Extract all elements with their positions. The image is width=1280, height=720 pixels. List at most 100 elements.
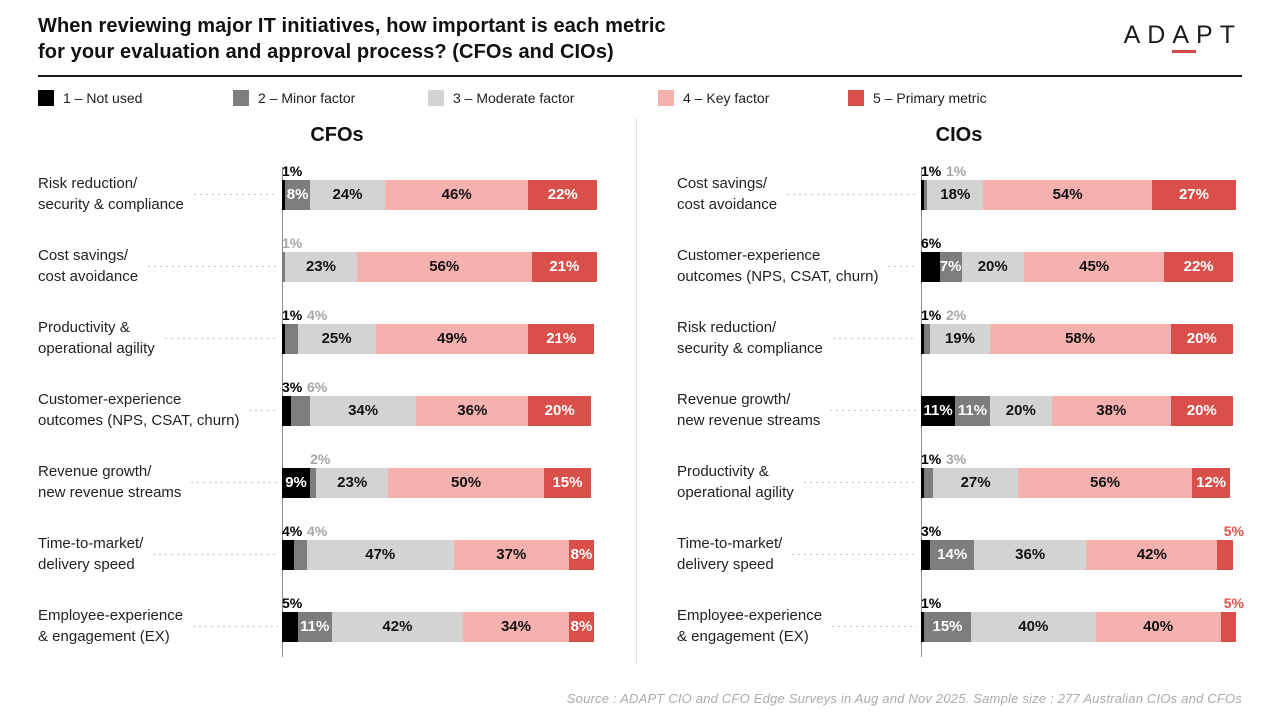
page-title-line2: for your evaluation and approval process… xyxy=(38,41,614,64)
segment-value-label: 1% xyxy=(921,594,942,611)
leader-line xyxy=(191,481,278,484)
category-label-line2: security & compliance xyxy=(38,195,184,213)
leader-line xyxy=(164,337,278,340)
category-label-line1: Productivity & xyxy=(677,463,769,481)
segment-value-label: 1% xyxy=(282,234,303,251)
bar-segment-moderate: 19% xyxy=(930,323,990,354)
bar-segment-not_used xyxy=(921,251,940,282)
category-label-line1: Customer-experience xyxy=(38,391,182,409)
segment-value-label: 1% xyxy=(946,162,967,179)
bar-segment-moderate: 36% xyxy=(974,539,1087,570)
bar-segment-minor: 15% xyxy=(924,611,971,642)
bar-segment-primary: 20% xyxy=(528,395,591,426)
segment-value-label: 6% xyxy=(921,234,942,251)
category-cell: Cost savings/cost avoidance xyxy=(677,174,921,215)
leader-line xyxy=(249,409,278,412)
category-label: Employee-experience & engagement (EX) xyxy=(677,606,822,647)
segment-value-label: 3% xyxy=(946,450,967,467)
legend-label-5: 5 – Primary metric xyxy=(873,89,987,106)
category-label-line1: Cost savings/ xyxy=(677,175,768,193)
category-label-line2: outcomes (NPS, CSAT, churn) xyxy=(677,267,879,285)
stacked-bar: 27% 56% 12% xyxy=(921,467,1230,498)
bar-segment-primary: 21% xyxy=(531,251,598,282)
category-label: Revenue growth/new revenue streams xyxy=(677,390,820,431)
stacked-bar: 9% 23% 50% 15% xyxy=(282,467,591,498)
category-label-line1: Time-to-market/ xyxy=(677,535,783,553)
bar-area: 1% 8% 24% 46% 22% xyxy=(282,159,602,231)
category-label: Productivity & operational agility xyxy=(677,462,794,503)
category-cell: Time-to-market/delivery speed xyxy=(677,534,921,575)
bar-segment-minor: 11% xyxy=(297,611,332,642)
leader-line xyxy=(832,337,917,340)
legend-swatch-4 xyxy=(658,89,674,106)
category-label: Customer-experience outcomes (NPS, CSAT, … xyxy=(677,246,878,287)
leader-line xyxy=(792,553,917,556)
bar-segment-minor xyxy=(294,539,307,570)
segment-value-label: 1% xyxy=(921,306,942,323)
leader-line xyxy=(193,625,278,628)
page-title-line1: When reviewing major IT initiatives, how… xyxy=(38,15,666,37)
bar-segment-primary: 8% xyxy=(569,611,594,642)
bar-area: 1% 5% 15% 40% 40% xyxy=(921,591,1244,663)
bar-area: 6% 7% 20% 45% 22% xyxy=(921,231,1241,303)
bar-segment-minor: 11% xyxy=(955,395,990,426)
bar-segment-key: 50% xyxy=(388,467,545,498)
legend-item-4: 4 – Key factor xyxy=(658,89,848,106)
bar-segment-minor xyxy=(924,179,928,210)
charts-container: CFOs Risk reduction/security & complianc… xyxy=(0,117,1280,663)
bar-segment-moderate: 27% xyxy=(933,467,1018,498)
legend-swatch-3 xyxy=(428,89,444,106)
bar-segment-not_used xyxy=(282,539,295,570)
stacked-bar: 11% 42% 34% 8% xyxy=(282,611,594,642)
bar-segment-moderate: 20% xyxy=(961,251,1024,282)
segment-value-label: 1% xyxy=(921,162,942,179)
category-label-line2: security & compliance xyxy=(677,339,823,357)
panel-title-cios: CIOs xyxy=(935,123,983,146)
bar-segment-key: 49% xyxy=(375,323,529,354)
category-label-line1: Employee-experience xyxy=(38,607,184,625)
bar-segment-moderate: 34% xyxy=(310,395,417,426)
category-label: Risk reduction/security & compliance xyxy=(38,174,184,215)
legend-label-2: 2 – Minor factor xyxy=(258,89,356,106)
segment-value-label: 4% xyxy=(307,522,328,539)
category-label: Customer-experience outcomes (NPS, CSAT, … xyxy=(38,390,239,431)
footer: Source : ADAPT CIO and CFO Edge Surveys … xyxy=(567,690,1242,708)
segment-value-label: 2% xyxy=(310,450,331,467)
bar-segment-key: 40% xyxy=(1095,611,1221,642)
bar-segment-key: 56% xyxy=(356,251,532,282)
category-cell: Customer-experience outcomes (NPS, CSAT, … xyxy=(677,246,921,287)
bar-segment-key: 37% xyxy=(453,539,569,570)
bar-segment-primary: 20% xyxy=(1170,323,1233,354)
bar-segment-not_used xyxy=(282,323,286,354)
bar-segment-primary: 12% xyxy=(1192,467,1230,498)
category-label: Risk reduction/security & compliance xyxy=(677,318,823,359)
stacked-bar: 25% 49% 21% xyxy=(282,323,594,354)
bar-segment-key: 58% xyxy=(989,323,1171,354)
bar-segment-moderate: 23% xyxy=(316,467,389,498)
page-title: When reviewing major IT initiatives, how… xyxy=(38,13,666,66)
category-label-line2: delivery speed xyxy=(677,555,774,573)
bar-segment-key: 56% xyxy=(1017,467,1193,498)
chart-row: Employee-experience & engagement (EX) 1% 5%… xyxy=(677,591,1244,663)
bar-area: 2% 9% 23% 50% 15% xyxy=(282,447,602,519)
leader-line xyxy=(148,265,278,268)
stacked-bar: 19% 58% 20% xyxy=(921,323,1233,354)
legend-item-2: 2 – Minor factor xyxy=(233,89,428,106)
legend-label-1: 1 – Not used xyxy=(63,89,143,106)
bar-segment-not_used xyxy=(921,467,925,498)
bar-segment-moderate: 23% xyxy=(285,251,357,282)
segment-value-label: 2% xyxy=(946,306,967,323)
stacked-bar: 23% 56% 21% xyxy=(282,251,598,282)
chart-row: Productivity & operational agility 1% 4% 25%… xyxy=(38,303,636,375)
bar-area: 1% 23% 56% 21% xyxy=(282,231,602,303)
bar-segment-moderate: 47% xyxy=(306,539,454,570)
bar-segment-key: 36% xyxy=(416,395,529,426)
bar-area: 4% 4% 47% 37% 8% xyxy=(282,519,602,591)
bar-segment-minor xyxy=(924,467,934,498)
stacked-bar: 8% 24% 46% 22% xyxy=(282,179,598,210)
legend-item-3: 3 – Moderate factor xyxy=(428,89,658,106)
bar-segment-key: 42% xyxy=(1086,539,1218,570)
bar-segment-minor xyxy=(291,395,311,426)
segment-value-label: 3% xyxy=(282,378,303,395)
leader-line xyxy=(888,265,917,268)
